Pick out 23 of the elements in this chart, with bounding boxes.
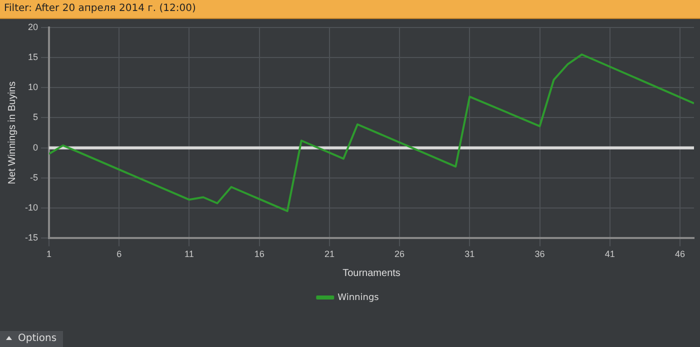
x-tick-label: 41 (604, 249, 615, 260)
y-tick-label: -15 (24, 232, 38, 243)
x-tick-label: 36 (534, 249, 545, 260)
x-axis-title: Tournaments (342, 268, 400, 279)
x-tick-label: 16 (254, 249, 264, 260)
y-tick-label: 5 (32, 112, 38, 122)
chart-title: Filter: After 20 апреля 2014 г. (12:00) (0, 0, 700, 19)
x-tick-label: 11 (184, 249, 194, 260)
x-tick-label: 46 (674, 249, 685, 260)
y-tick-label: 20 (28, 22, 38, 32)
y-axis-title: Net Winnings in Buyins (6, 81, 18, 184)
legend-label: Winnings (338, 292, 380, 303)
x-tick-label: 1 (46, 249, 52, 260)
x-tick-label: 6 (116, 249, 122, 260)
y-tick-label: 10 (28, 82, 38, 92)
y-tick-label: -10 (24, 202, 38, 213)
x-tick-label: 21 (324, 249, 334, 260)
y-tick-label: 0 (32, 142, 38, 152)
x-tick-label: 31 (464, 249, 475, 260)
text: Options (0, 331, 63, 347)
y-tick-label: -5 (30, 172, 38, 182)
y-tick-label: 15 (28, 52, 38, 62)
x-tick-label: 26 (394, 249, 405, 260)
